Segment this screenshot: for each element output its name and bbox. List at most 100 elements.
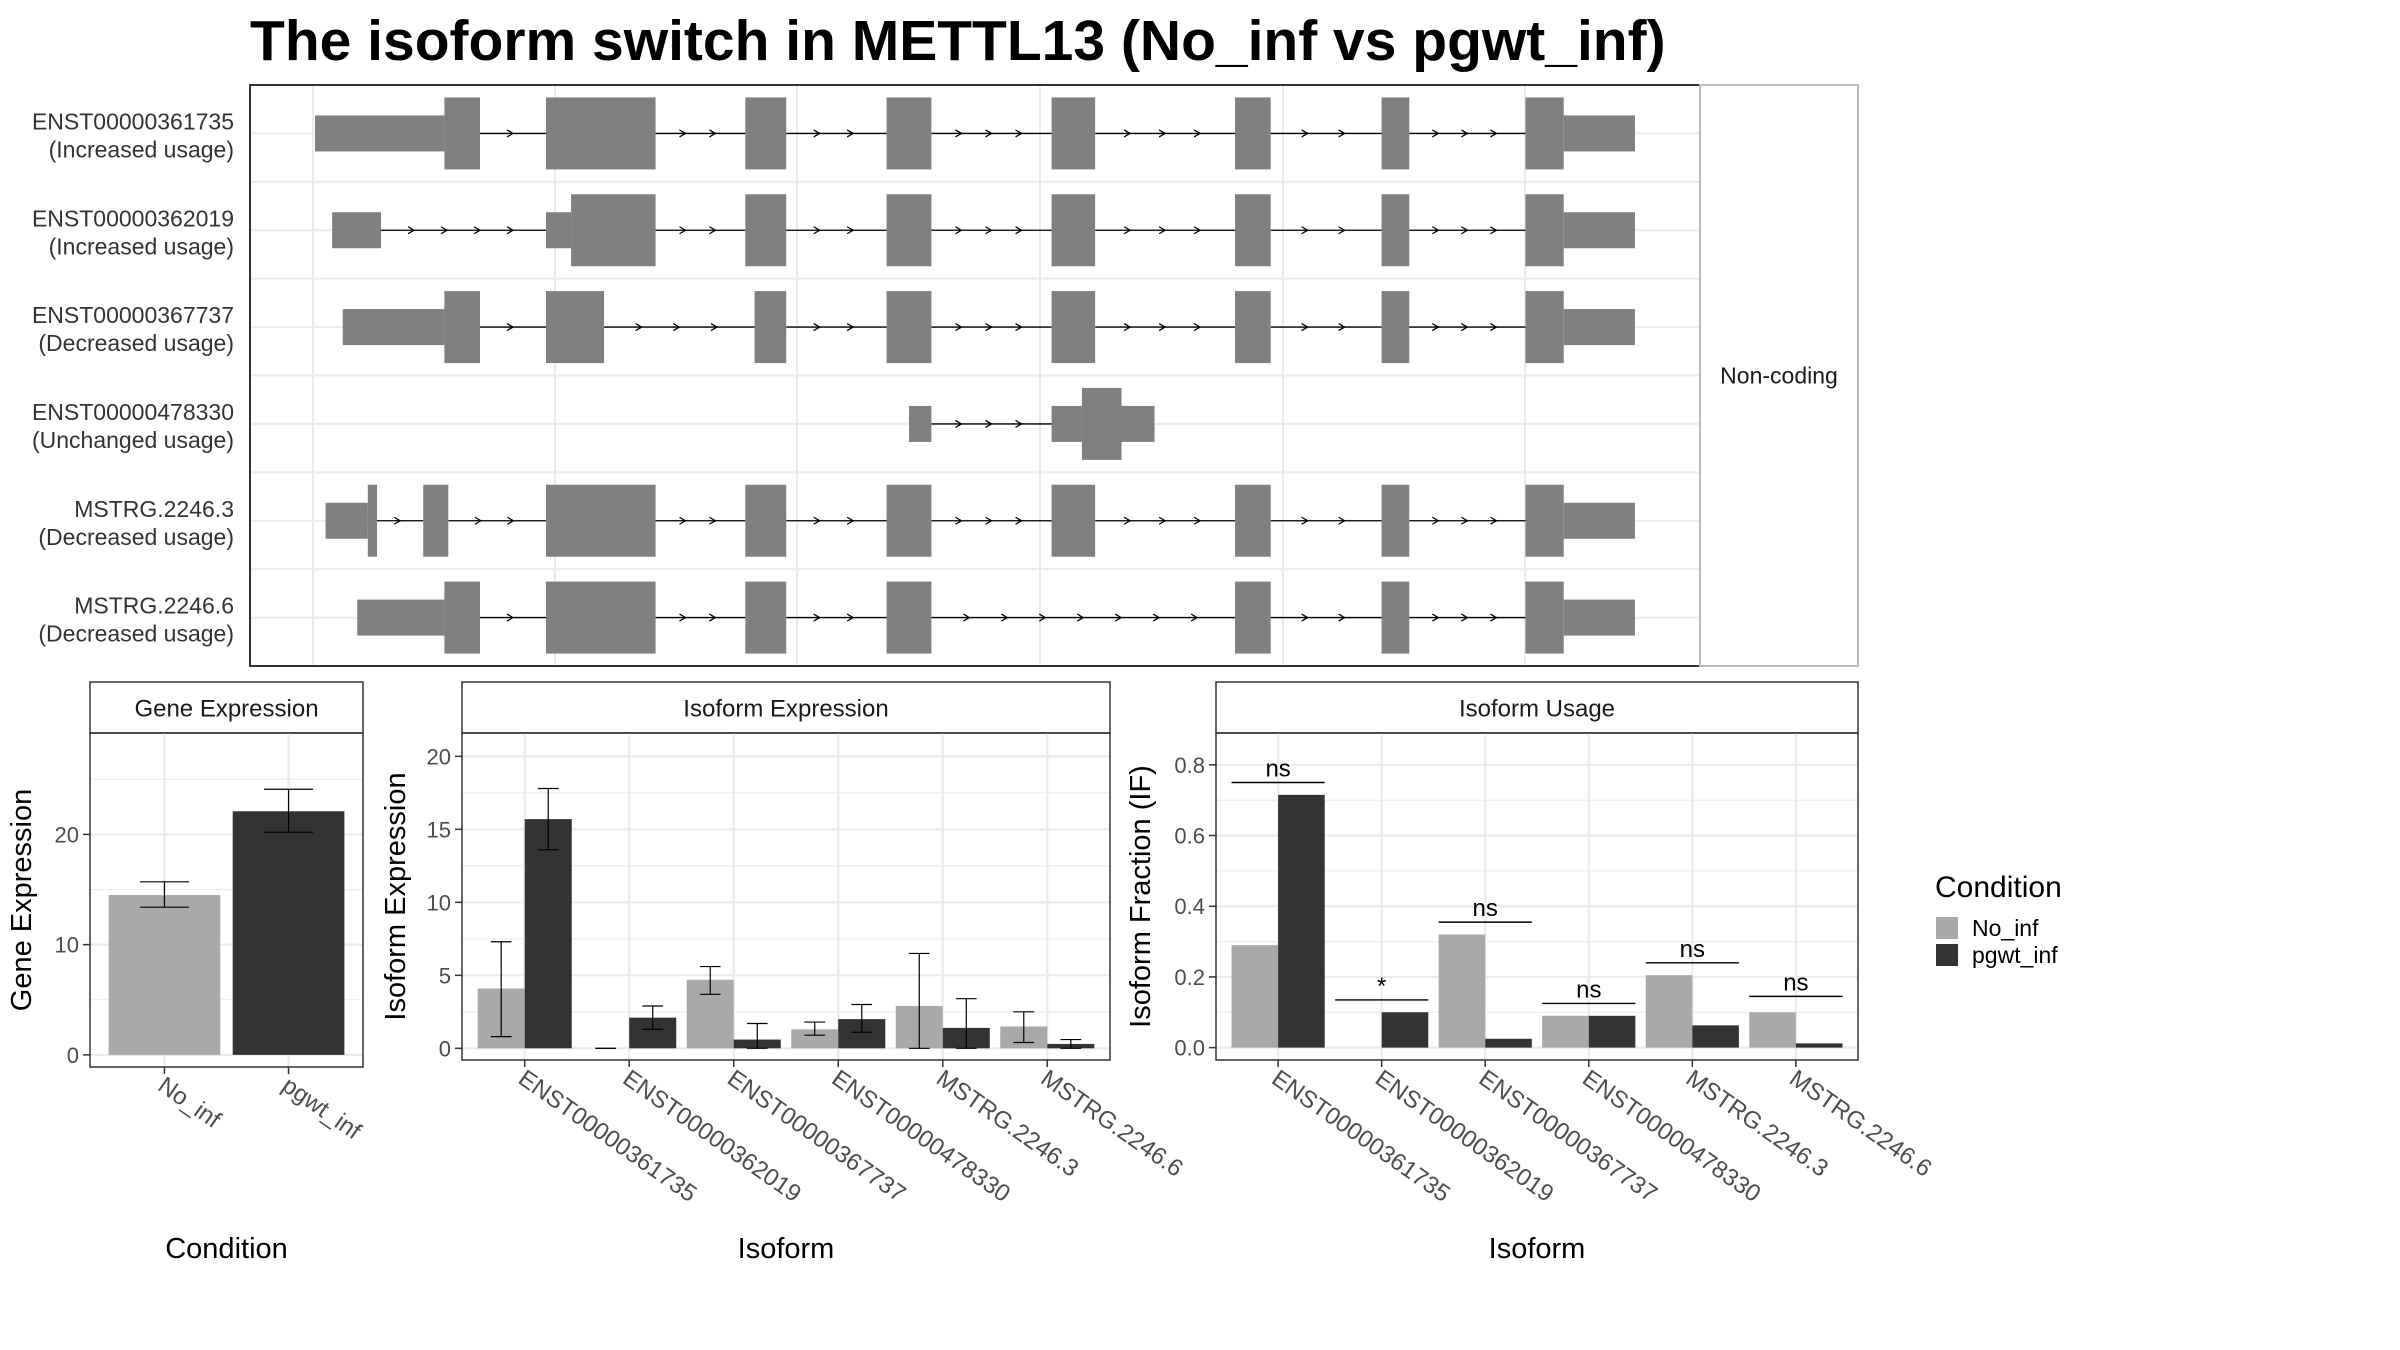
significance-label: ns xyxy=(1473,895,1498,922)
intron-arrow xyxy=(1490,129,1498,138)
y-tick-label: 10 xyxy=(55,933,79,958)
x-axis-title: Condition xyxy=(165,1233,288,1265)
exon-block xyxy=(1525,484,1564,557)
intron-arrow xyxy=(1193,323,1202,332)
intron-arrow xyxy=(846,516,855,525)
isoform-expression-panel: Isoform Expression 0 5 10 15 20 ENST0000036173… xyxy=(380,681,1188,1265)
exon-block xyxy=(1235,581,1271,654)
y-tick-label: 5 xyxy=(439,963,451,988)
intron-arrow xyxy=(474,516,483,525)
bar xyxy=(1588,1015,1636,1048)
intron-arrow xyxy=(955,516,963,525)
y-tick-label: 10 xyxy=(427,890,451,915)
x-tick-label: ENST00000478330 xyxy=(1577,1065,1765,1208)
exon-block xyxy=(325,502,368,539)
intron-arrow xyxy=(1431,613,1440,622)
intron-arrow xyxy=(1301,323,1309,332)
legend-swatch xyxy=(1936,944,1958,966)
intron-arrow xyxy=(407,226,416,235)
intron-arrow xyxy=(1190,613,1199,622)
exon-block xyxy=(546,291,605,364)
x-tick-label: pgwt_inf xyxy=(277,1072,366,1146)
intron-arrow xyxy=(1123,516,1132,525)
exon-block xyxy=(1381,194,1410,267)
transcript-id-label: ENST00000362019 xyxy=(32,205,234,231)
intron-arrow xyxy=(985,419,993,428)
intron-arrow xyxy=(846,226,855,235)
exon-block xyxy=(546,97,656,170)
bar xyxy=(108,895,221,1055)
exon-block xyxy=(886,194,932,267)
legend-entry: pgwt_inf xyxy=(1972,942,2058,968)
intron-arrow xyxy=(955,323,963,332)
intron-arrow xyxy=(1431,226,1440,235)
intron-arrow xyxy=(1490,516,1498,525)
x-tick-label: No_inf xyxy=(153,1072,226,1134)
intron-arrow xyxy=(1158,226,1167,235)
exon-block xyxy=(909,405,932,442)
intron-arrow xyxy=(473,226,482,235)
y-tick-label: 0.2 xyxy=(1174,965,1205,990)
bar xyxy=(1692,1025,1739,1048)
intron-arrow xyxy=(985,129,993,138)
y-axis-title: Gene Expression xyxy=(6,789,38,1011)
panel-border xyxy=(89,732,364,1068)
bar xyxy=(1438,934,1486,1048)
intron-arrow xyxy=(955,419,963,428)
exon-block xyxy=(1381,581,1410,654)
legend-swatch xyxy=(1936,917,1958,939)
intron-arrow xyxy=(846,323,855,332)
exon-block xyxy=(332,212,381,249)
intron-arrow xyxy=(846,613,855,622)
intron-arrow xyxy=(1123,226,1132,235)
y-tick-label: 0 xyxy=(67,1043,79,1068)
y-axis-title: Isoform Fraction (IF) xyxy=(1125,765,1157,1028)
gene-structure-panel: ENST00000361735(Increased usage)ENST0000… xyxy=(32,84,1859,667)
exon-block xyxy=(1563,212,1635,249)
facet-strip-title: Isoform Expression xyxy=(683,696,888,723)
bar xyxy=(1749,1012,1796,1048)
bar xyxy=(1795,1043,1843,1048)
intron-arrow xyxy=(1431,323,1440,332)
intron-arrow xyxy=(985,323,993,332)
intron-arrow xyxy=(679,516,687,525)
intron-arrow xyxy=(1076,613,1085,622)
exon-block xyxy=(357,599,445,636)
exon-block xyxy=(342,309,445,346)
y-tick-label: 0.0 xyxy=(1174,1036,1205,1061)
significance-label: ns xyxy=(1680,936,1705,963)
exon-block xyxy=(546,581,656,654)
transcript-usage-label: (Decreased usage) xyxy=(38,621,234,647)
facet-strip-title: Gene Expression xyxy=(134,696,318,723)
intron-arrow xyxy=(1461,613,1469,622)
exon-block xyxy=(886,97,932,170)
x-tick-label: ENST00000478330 xyxy=(827,1065,1015,1208)
x-tick-label: ENST00000362019 xyxy=(618,1065,806,1208)
facet-strip xyxy=(1215,681,1859,734)
intron-arrow xyxy=(1338,516,1346,525)
intron-arrow xyxy=(710,323,719,332)
intron-arrow xyxy=(1158,516,1167,525)
exon-block xyxy=(1563,309,1635,346)
exon-block xyxy=(745,97,787,170)
exon-block xyxy=(1051,405,1082,442)
y-tick-label: 0 xyxy=(439,1036,451,1061)
bar xyxy=(1381,1012,1429,1048)
intron-arrow xyxy=(1301,226,1309,235)
intron-arrow xyxy=(1152,613,1161,622)
intron-arrow xyxy=(1193,226,1202,235)
intron-arrow xyxy=(507,516,515,525)
exon-block xyxy=(1563,599,1635,636)
significance-label: ns xyxy=(1576,976,1601,1003)
facet-strip-label: Non-coding xyxy=(1720,363,1838,389)
exon-block xyxy=(886,484,932,557)
exon-block xyxy=(367,484,378,557)
intron-arrow xyxy=(709,613,717,622)
exon-block xyxy=(1525,581,1564,654)
intron-arrow xyxy=(813,516,821,525)
intron-arrow xyxy=(1338,226,1346,235)
intron-arrow xyxy=(1158,129,1167,138)
exon-block xyxy=(1051,97,1096,170)
y-tick-label: 0.8 xyxy=(1174,753,1205,778)
